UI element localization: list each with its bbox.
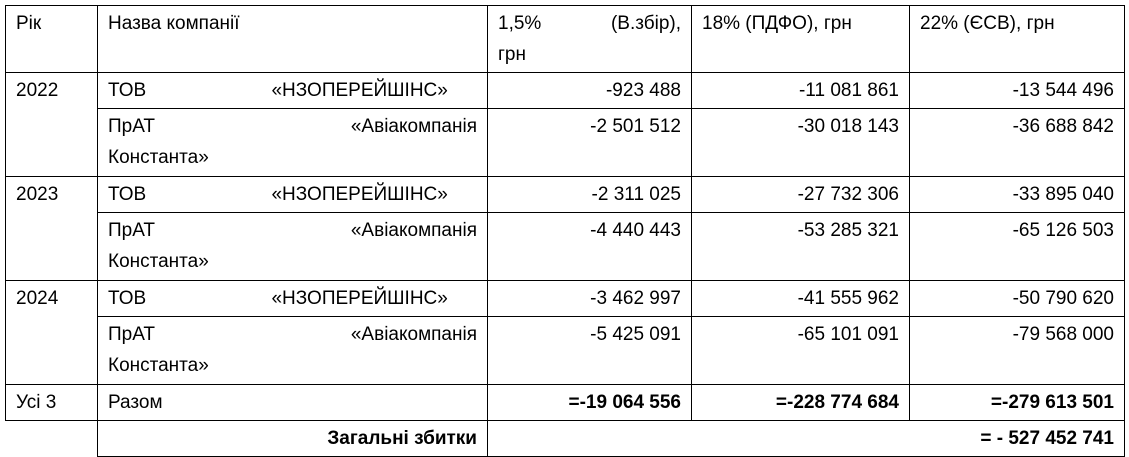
- table-row: Рік Назва компанії 1,5% (В.збір), грн 18% (…: [5, 5, 1125, 73]
- company-cell: ПрАТ «Авіакомпанія Константа»: [97, 108, 488, 177]
- page: Рік Назва компанії 1,5% (В.збір), грн 18% (…: [5, 5, 1125, 457]
- value-cell: -4 440 443: [487, 212, 692, 281]
- table-row: 2022 ТОВ «НЗОПЕРЕЙШІНС» -923 488 -11 081 86…: [5, 72, 1125, 177]
- company-cell: ТОВ «НЗОПЕРЕЙШІНС»: [97, 176, 488, 213]
- company-cell: ТОВ «НЗОПЕРЕЙШІНС»: [97, 72, 488, 109]
- value-cell: -53 285 321: [691, 212, 910, 281]
- value-cell: -13 544 496: [909, 72, 1125, 109]
- year-cell: 2022: [5, 72, 98, 177]
- year-cell: 2023: [5, 176, 98, 281]
- header-cell: Назва компанії: [97, 5, 488, 73]
- company-cell: ПрАТ «Авіакомпанія Константа»: [97, 316, 488, 385]
- value-cell: -2 311 025: [487, 176, 692, 213]
- header-cell: 18% (ПДФО), грн: [691, 5, 910, 73]
- value-cell: -2 501 512: [487, 108, 692, 177]
- grand-total-label: Загальні збитки: [97, 420, 488, 457]
- table-row: Усі 3 Разом =-19 064 556 =-228 774 684 =-279…: [5, 384, 1125, 421]
- header-cell: Рік: [5, 5, 98, 73]
- total-value: =-228 774 684: [691, 384, 910, 421]
- value-cell: -11 081 861: [691, 72, 910, 109]
- value-cell: -30 018 143: [691, 108, 910, 177]
- total-label: Усі 3: [5, 384, 98, 421]
- total-value: =-279 613 501: [909, 384, 1125, 421]
- table-row: ПрАТ «Авіакомпанія Константа» -2 501 512-…: [6, 108, 1125, 177]
- value-cell: -5 425 091: [487, 316, 692, 385]
- loss-table: Рік Назва компанії 1,5% (В.збір), грн 18% (…: [5, 5, 1125, 457]
- value-cell: -65 101 091: [691, 316, 910, 385]
- value-cell: -33 895 040: [909, 176, 1125, 213]
- value-cell: -65 126 503: [909, 212, 1125, 281]
- grand-total-value: = - 527 452 741: [487, 420, 1125, 457]
- header-cell: 22% (ЄСВ), грн: [909, 5, 1125, 73]
- header-cell: 1,5% (В.збір), грн: [487, 5, 692, 73]
- company-cell: ТОВ «НЗОПЕРЕЙШІНС»: [97, 280, 488, 317]
- value-cell: -3 462 997: [487, 280, 692, 317]
- value-cell: -50 790 620: [909, 280, 1125, 317]
- value-cell: -36 688 842: [909, 108, 1125, 177]
- table-row: 2023 ТОВ «НЗОПЕРЕЙШІНС» -2 311 025 -27 732 …: [5, 176, 1125, 281]
- empty-cell: [6, 421, 98, 457]
- table-row: ПрАТ «Авіакомпанія Константа» -4 440 443-…: [6, 212, 1125, 281]
- value-cell: -27 732 306: [691, 176, 910, 213]
- year-cell: 2024: [5, 280, 98, 385]
- table-row: Загальні збитки = - 527 452 741: [6, 420, 1125, 457]
- value-cell: -41 555 962: [691, 280, 910, 317]
- value-cell: -923 488: [487, 72, 692, 109]
- table-row: ПрАТ «Авіакомпанія Константа» -5 425 091-…: [6, 316, 1125, 385]
- total-name: Разом: [97, 384, 488, 421]
- total-value: =-19 064 556: [487, 384, 692, 421]
- value-cell: -79 568 000: [909, 316, 1125, 385]
- company-cell: ПрАТ «Авіакомпанія Константа»: [97, 212, 488, 281]
- table-row: 2024 ТОВ «НЗОПЕРЕЙШІНС» -3 462 997 -41 555 …: [5, 280, 1125, 385]
